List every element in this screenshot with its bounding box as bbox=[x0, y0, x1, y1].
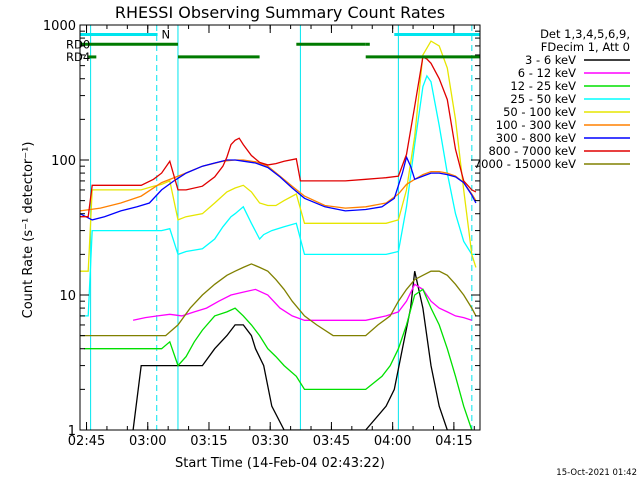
x-tick-label-0: 02:45 bbox=[68, 434, 105, 449]
y-tick-label-2: 100 bbox=[51, 154, 76, 169]
legend-label-8: 7000 - 15000 keV bbox=[474, 157, 576, 171]
x-tick-label-6: 04:15 bbox=[435, 434, 472, 449]
legend-header-line-1: Det 1,3,4,5,6,9, bbox=[540, 27, 630, 41]
x-tick-label-2: 03:15 bbox=[190, 434, 227, 449]
series-line-6 bbox=[80, 155, 477, 221]
x-tick-label-5: 04:00 bbox=[374, 434, 411, 449]
x-tick-label-3: 03:30 bbox=[251, 434, 288, 449]
reference-lines bbox=[90, 25, 473, 430]
marker-label-2: RD4 bbox=[66, 50, 90, 64]
legend-label-7: 800 - 7000 keV bbox=[488, 144, 576, 158]
legend-label-5: 100 - 300 keV bbox=[496, 118, 576, 132]
marker-label-0: N bbox=[162, 28, 171, 42]
y-tick-label-0: 1 bbox=[68, 424, 76, 439]
y-tick-label-3: 1000 bbox=[43, 19, 76, 34]
x-tick-label-4: 03:45 bbox=[313, 434, 350, 449]
series-line-1 bbox=[132, 283, 473, 321]
legend-label-3: 25 - 50 keV bbox=[510, 92, 576, 106]
series-line-5 bbox=[80, 159, 477, 212]
x-axis-label: Start Time (14-Feb-04 02:43:22) bbox=[175, 456, 385, 471]
series-line-4 bbox=[80, 40, 477, 272]
series-line-0 bbox=[132, 271, 472, 430]
legend-header-line-2: FDecim 1, Att 0 bbox=[541, 40, 630, 54]
series-line-8 bbox=[80, 263, 477, 337]
marker-label-1: RD0 bbox=[66, 37, 90, 51]
series-line-2 bbox=[84, 288, 473, 430]
legend-label-0: 3 - 6 keV bbox=[525, 53, 576, 67]
series-line-7 bbox=[80, 55, 477, 218]
legend-label-4: 50 - 100 keV bbox=[503, 105, 576, 119]
series-lines bbox=[80, 40, 477, 430]
series-line-3 bbox=[80, 74, 476, 317]
axes: 02:45 03:00 03:15 03:30 03:45 04:00 04:15 1 10 10… bbox=[43, 19, 480, 449]
legend-label-2: 12 - 25 keV bbox=[510, 79, 576, 93]
chart-title: RHESSI Observing Summary Count Rates bbox=[115, 3, 445, 22]
x-tick-label-1: 03:00 bbox=[129, 434, 166, 449]
timestamp: 15-Oct-2021 01:42 bbox=[556, 468, 637, 478]
y-tick-label-1: 10 bbox=[59, 289, 76, 304]
y-axis-label: Count Rate (s⁻¹ detector⁻¹) bbox=[21, 142, 36, 319]
legend-label-1: 6 - 12 keV bbox=[518, 66, 576, 80]
legend-label-6: 300 - 800 keV bbox=[496, 131, 576, 145]
plot-frame bbox=[79, 24, 481, 431]
